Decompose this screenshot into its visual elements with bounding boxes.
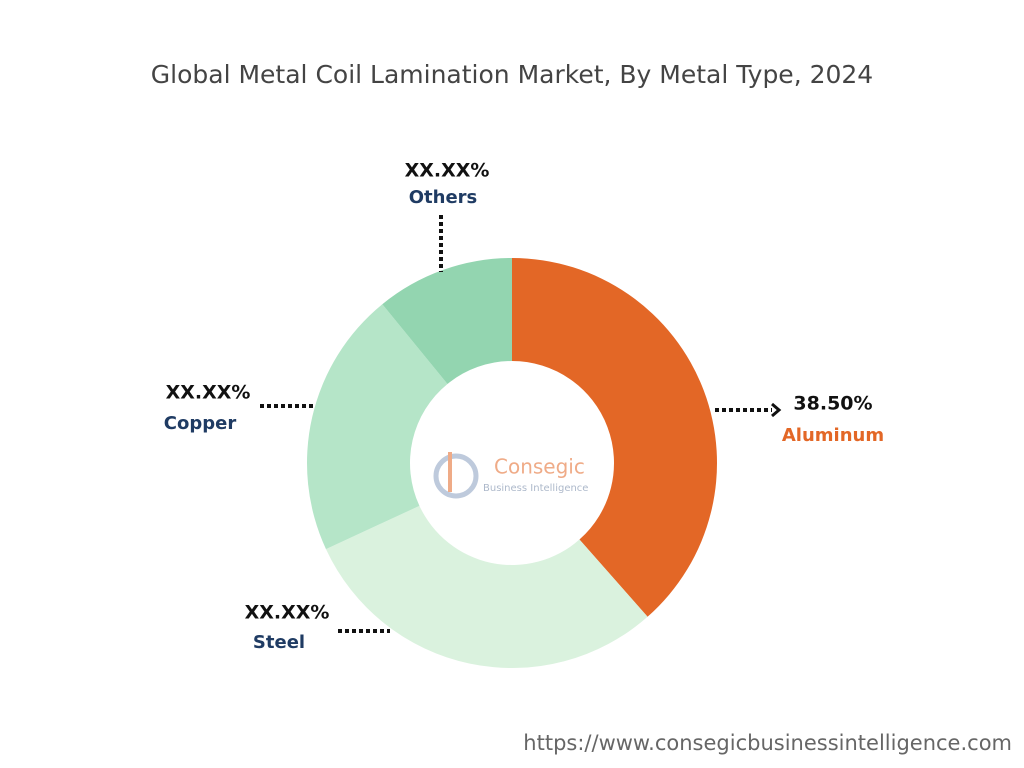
category-label: Aluminum xyxy=(782,425,884,446)
value-label: XX.XX% xyxy=(245,602,330,624)
watermark: Consegic Business Intelligence xyxy=(433,452,588,499)
source-url: https://www.consegicbusinessintelligence… xyxy=(523,731,1012,755)
watermark-tagline: Business Intelligence xyxy=(483,483,588,494)
value-label: XX.XX% xyxy=(166,382,251,404)
value-label: XX.XX% xyxy=(405,160,490,182)
slice xyxy=(307,304,448,550)
category-label: Others xyxy=(409,187,478,208)
chart-title: Global Metal Coil Lamination Market, By … xyxy=(151,60,873,89)
leader-arrow xyxy=(771,402,782,418)
slice xyxy=(512,258,717,617)
donut xyxy=(307,258,717,668)
category-label: Copper xyxy=(164,413,237,434)
value-label: 38.50% xyxy=(793,393,872,415)
watermark-name: Consegic xyxy=(494,455,585,479)
category-label: Steel xyxy=(253,632,305,653)
logo-ring xyxy=(433,453,479,499)
slice xyxy=(382,258,512,385)
slice xyxy=(325,505,648,668)
